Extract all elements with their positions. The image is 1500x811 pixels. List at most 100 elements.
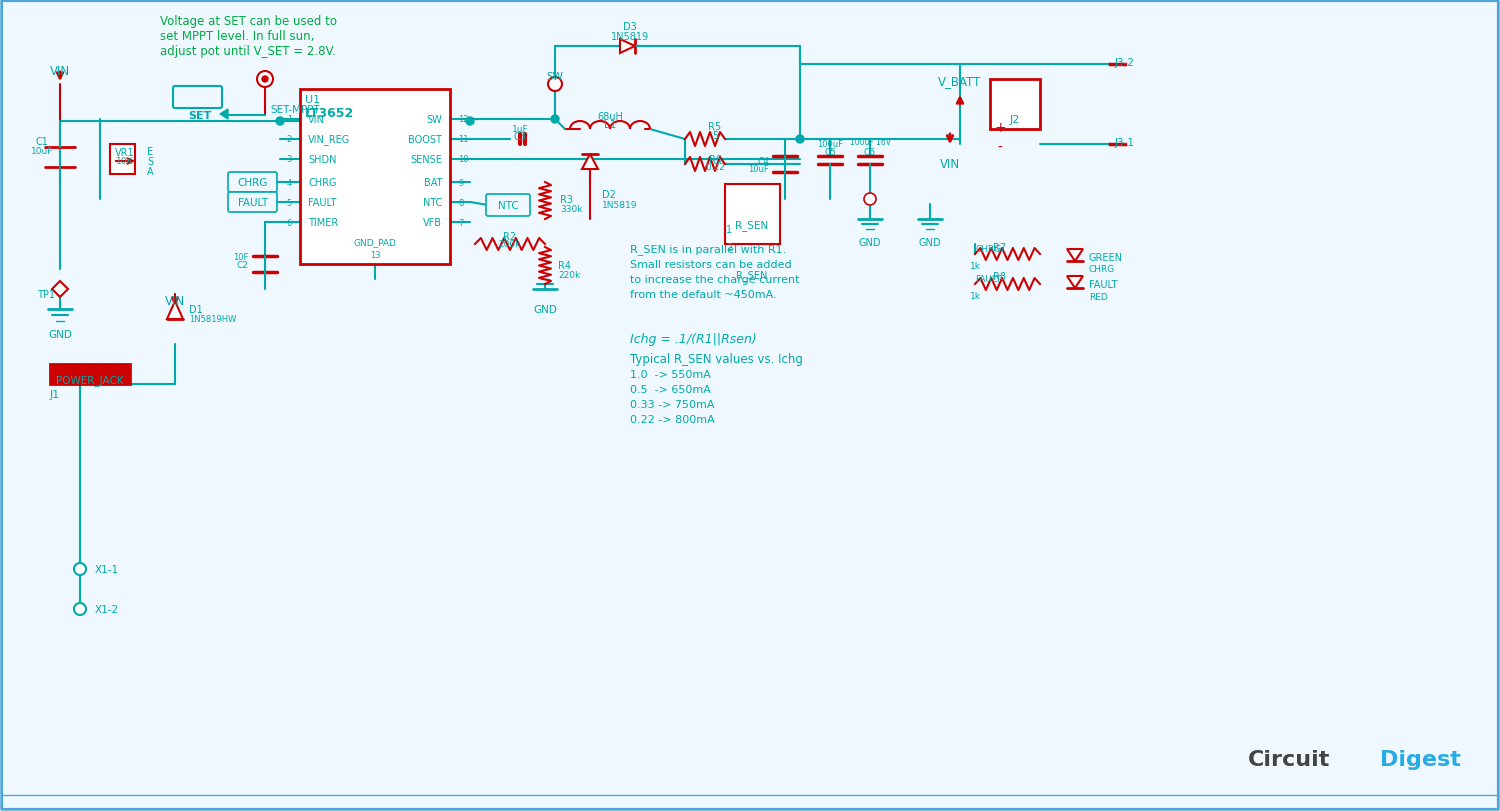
Text: .5: .5	[711, 131, 720, 141]
Text: SW: SW	[426, 115, 442, 125]
Text: SHDN: SHDN	[308, 155, 336, 165]
Text: SET: SET	[189, 111, 211, 121]
Bar	[990, 80, 1039, 130]
Text: R8: R8	[993, 272, 1006, 281]
Text: R_SEN: R_SEN	[736, 270, 768, 281]
Text: R_SEN: R_SEN	[735, 220, 768, 230]
Text: C1: C1	[36, 137, 48, 147]
Text: 1N5819: 1N5819	[610, 32, 650, 42]
Text: D2: D2	[602, 190, 616, 200]
Text: R6: R6	[708, 155, 722, 165]
Circle shape	[864, 194, 876, 206]
Text: C5: C5	[824, 148, 836, 157]
Text: 1uF: 1uF	[512, 125, 528, 134]
Text: GND_PAD: GND_PAD	[354, 238, 396, 247]
Text: CHRG: CHRG	[1089, 265, 1114, 274]
FancyBboxPatch shape	[172, 87, 222, 109]
Text: 1: 1	[726, 225, 732, 234]
Text: 10F: 10F	[232, 253, 248, 262]
Text: R4: R4	[558, 260, 572, 271]
Text: 1.0  -> 550mA: 1.0 -> 550mA	[630, 370, 711, 380]
Text: 1N5819HW: 1N5819HW	[189, 315, 237, 324]
Text: Voltage at SET can be used to
set MPPT level. In full sun,
adjust pot until V_SE: Voltage at SET can be used to set MPPT l…	[160, 15, 338, 58]
Text: C4: C4	[758, 157, 770, 166]
Circle shape	[262, 77, 268, 83]
Text: BAT: BAT	[423, 178, 442, 188]
Text: 2: 2	[286, 135, 292, 144]
Text: LT3652: LT3652	[304, 107, 354, 120]
Text: 3: 3	[286, 156, 292, 165]
Polygon shape	[166, 302, 183, 320]
Text: GND: GND	[532, 305, 556, 315]
FancyBboxPatch shape	[228, 193, 278, 212]
Bar	[300, 90, 450, 264]
Text: 100uF 16V: 100uF 16V	[849, 138, 891, 147]
Text: Circuit: Circuit	[1248, 749, 1330, 769]
Text: 0.22: 0.22	[705, 163, 724, 172]
Text: Typical R_SEN values vs. Ichg: Typical R_SEN values vs. Ichg	[630, 353, 802, 366]
Circle shape	[550, 116, 560, 124]
Text: 10uF: 10uF	[32, 148, 53, 157]
Text: SENSE: SENSE	[410, 155, 442, 165]
Text: VIN: VIN	[940, 158, 960, 171]
Polygon shape	[53, 281, 68, 298]
Text: D3: D3	[622, 22, 638, 32]
Text: X1-1: X1-1	[94, 564, 118, 574]
Text: NTC: NTC	[423, 198, 442, 208]
Text: GND: GND	[48, 329, 72, 340]
Text: C2: C2	[236, 260, 248, 269]
FancyBboxPatch shape	[228, 173, 278, 193]
Text: 220k: 220k	[558, 271, 580, 280]
Text: 9: 9	[458, 178, 464, 187]
Text: CHRG: CHRG	[238, 178, 268, 188]
Text: 7: 7	[458, 218, 464, 227]
Text: TP1: TP1	[38, 290, 56, 299]
Polygon shape	[582, 155, 598, 169]
Text: GND: GND	[858, 238, 882, 247]
Text: 0.22 -> 800mA: 0.22 -> 800mA	[630, 414, 716, 424]
Text: U1: U1	[304, 95, 320, 105]
Text: VFB: VFB	[423, 217, 442, 228]
Text: SET-MPPT: SET-MPPT	[270, 105, 320, 115]
Text: J1: J1	[50, 389, 60, 400]
Text: 4: 4	[286, 178, 292, 187]
Text: J3-1: J3-1	[1114, 138, 1136, 148]
Text: BOOST: BOOST	[408, 135, 442, 145]
Text: GND: GND	[918, 238, 942, 247]
Text: 330k: 330k	[560, 205, 582, 214]
Text: A: A	[147, 167, 153, 177]
Text: X1-2: X1-2	[94, 604, 118, 614]
Text: GREEN: GREEN	[1089, 253, 1124, 263]
Text: 10K: 10K	[117, 157, 134, 166]
Text: FAULT: FAULT	[1089, 280, 1118, 290]
Circle shape	[74, 564, 86, 575]
Text: to increase the charge current: to increase the charge current	[630, 275, 800, 285]
Text: 10uF: 10uF	[748, 165, 770, 174]
Text: 10: 10	[458, 156, 468, 165]
Text: R2: R2	[504, 232, 516, 242]
Circle shape	[466, 118, 474, 126]
Text: VIN: VIN	[50, 65, 70, 78]
Text: D1: D1	[189, 305, 202, 315]
Text: C6: C6	[864, 148, 876, 157]
Circle shape	[276, 118, 284, 126]
Text: 100uF: 100uF	[818, 139, 843, 148]
Text: 0.5  -> 650mA: 0.5 -> 650mA	[630, 384, 711, 394]
Text: SW: SW	[546, 72, 564, 82]
Text: J3-2: J3-2	[1114, 58, 1136, 68]
Text: S: S	[147, 157, 153, 167]
Bar	[724, 185, 780, 245]
Circle shape	[548, 78, 562, 92]
Text: VR1: VR1	[116, 148, 135, 158]
Text: NTC: NTC	[498, 201, 519, 211]
Text: TIMER: TIMER	[308, 217, 339, 228]
Text: FAULT: FAULT	[975, 275, 1000, 284]
Text: FAULT: FAULT	[308, 198, 336, 208]
Bar	[110, 145, 135, 175]
Text: +: +	[994, 121, 1006, 135]
Text: 8: 8	[458, 198, 464, 208]
Circle shape	[74, 603, 86, 616]
Text: CHRG: CHRG	[308, 178, 336, 188]
Text: POWER_JACK: POWER_JACK	[56, 375, 125, 385]
Text: 11: 11	[458, 135, 468, 144]
